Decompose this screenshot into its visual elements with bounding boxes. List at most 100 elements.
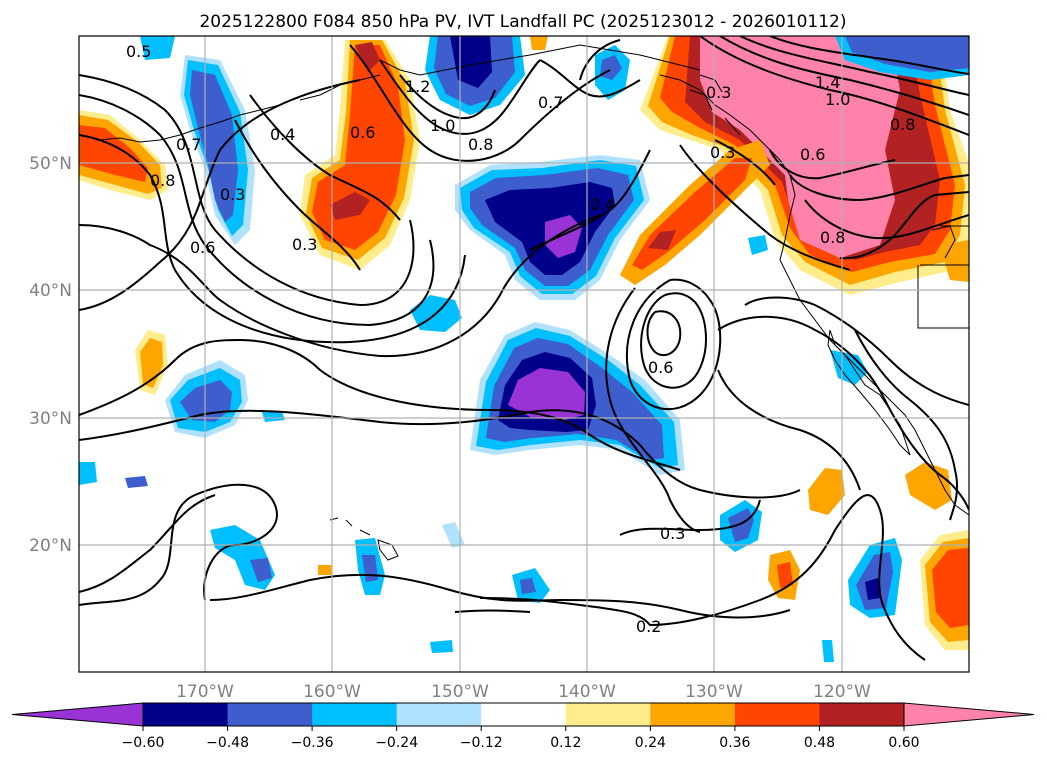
coastline-alaska <box>379 44 701 76</box>
shade-negative-gulf-blue <box>600 55 622 80</box>
contour-label: 0.6 <box>350 123 375 142</box>
colorbar-tick-label: 0.60 <box>888 735 919 751</box>
colorbar-extend-min <box>11 702 144 727</box>
contour-label: 0.8 <box>820 228 845 247</box>
contour-line <box>804 199 969 240</box>
contour-label: 0.3 <box>706 83 731 102</box>
lat-label: 50°N <box>29 154 72 174</box>
lon-label: 170°W <box>176 682 234 702</box>
contour-label: 0.4 <box>590 195 615 214</box>
contour-label: 0.3 <box>292 235 317 254</box>
contour-line <box>234 119 361 271</box>
contour-label: 0.4 <box>270 125 295 144</box>
colorbar-segment <box>227 703 313 726</box>
colorbar-tick-label: −0.24 <box>375 735 418 751</box>
shade-positive-112w-red <box>932 548 969 628</box>
contour-line <box>739 36 969 96</box>
gridlines <box>79 36 969 672</box>
contour-line <box>714 139 776 186</box>
contour-label: 0.6 <box>190 238 215 257</box>
shade-positive-streak-dark <box>648 230 676 250</box>
contour-line <box>769 36 969 75</box>
contour-line <box>605 287 701 533</box>
lon-label: 160°W <box>303 682 361 702</box>
contour-line <box>79 94 435 327</box>
shade-negative-top-w <box>140 36 175 60</box>
shade-positive-120w <box>808 468 845 515</box>
coastline-aleutian-west <box>99 104 281 143</box>
colorbar-tick-label: −0.48 <box>206 735 249 751</box>
shade-negative-tiny6 <box>748 235 768 255</box>
shade-negative-tiny2 <box>125 476 148 488</box>
contour-label: 1.2 <box>405 77 430 96</box>
shade-positive-160w-dark <box>330 192 370 220</box>
contour-line <box>646 310 682 357</box>
contour-line <box>79 74 415 307</box>
shade-positive-158w <box>318 565 332 575</box>
shade-negative-baja <box>830 350 868 385</box>
lon-labels: 170°W 160°W 150°W 140°W 130°W 120°W <box>176 682 871 702</box>
shade-negative-125w-s-blue <box>728 508 754 542</box>
contour-label: 0.5 <box>126 42 151 61</box>
shade-negative-east-top-blue <box>845 36 969 72</box>
lat-label: 20°N <box>29 536 72 556</box>
contour-line <box>619 499 761 536</box>
coastline-baja <box>827 329 911 456</box>
shade-negative-150w-s <box>442 522 465 548</box>
lat-label: 30°N <box>29 409 72 429</box>
contour-labels: 0.5 1.2 1.0 0.7 0.8 0.6 0.4 0.3 0.7 0.8 … <box>126 42 915 636</box>
colorbar-segment <box>819 703 905 726</box>
shade-positive-160w-red <box>312 45 405 250</box>
shade-negative-tiny4 <box>430 640 453 653</box>
contour-label: 0.8 <box>150 171 175 190</box>
contour-line <box>79 79 361 311</box>
contour-label: 0.3 <box>220 185 245 204</box>
shade-negative-170w-blue <box>190 70 238 222</box>
contour-line <box>744 296 969 406</box>
lat-labels: 50°N 40°N 30°N 20°N <box>29 154 72 556</box>
map-layers: 0.5 1.2 1.0 0.7 0.8 0.6 0.4 0.3 0.7 0.8 … <box>79 36 969 672</box>
shade-positive-gulf <box>530 36 548 50</box>
contour-line <box>854 329 959 521</box>
contour-label: 1.0 <box>825 90 850 109</box>
colorbar-segment <box>565 703 651 726</box>
contour-line <box>249 94 401 221</box>
coastline-aleutian-east <box>299 74 381 101</box>
colorbar-tick-label: 0.12 <box>550 735 581 751</box>
contour-line <box>769 149 896 180</box>
lon-label: 130°W <box>685 682 743 702</box>
hawaii <box>329 517 399 561</box>
contour-line <box>699 36 969 136</box>
lon-label: 150°W <box>431 682 489 702</box>
shade-negative-140w-s-blue <box>520 578 536 594</box>
contour-line <box>454 609 531 613</box>
colorbar-tick-label: 0.48 <box>804 735 835 751</box>
shade-positive-ne-pink <box>700 36 900 258</box>
colorbar-tick-label: −0.60 <box>122 735 165 751</box>
colorbar-tick-label: −0.36 <box>291 735 334 751</box>
contour-line <box>839 191 969 260</box>
colorbar-tick-label: 0.24 <box>635 735 666 751</box>
contour-line <box>539 59 641 98</box>
ivt-contours <box>79 36 969 661</box>
contour-line <box>379 59 541 135</box>
shade-positive-west-ne <box>940 240 969 282</box>
contour-line <box>579 39 621 81</box>
contour-label: 1.0 <box>430 116 455 135</box>
contour-line <box>79 338 681 471</box>
contour-label: 0.7 <box>538 93 563 112</box>
contour-label: 0.8 <box>468 135 493 154</box>
contour-line <box>626 278 722 411</box>
shade-negative-180w-s-blue <box>250 558 272 582</box>
colorbar-tick-label: 0.36 <box>719 735 750 751</box>
shade-negative-145w-s-purple <box>508 368 585 420</box>
contour-line <box>479 494 926 661</box>
contour-line <box>789 174 969 202</box>
contour-label: 0.3 <box>710 143 735 162</box>
contour-line <box>79 214 601 358</box>
contour-label: 0.7 <box>176 135 201 154</box>
contour-line <box>719 36 969 116</box>
coastline-us-mexico <box>917 225 969 329</box>
colorbar-frame <box>142 702 905 727</box>
